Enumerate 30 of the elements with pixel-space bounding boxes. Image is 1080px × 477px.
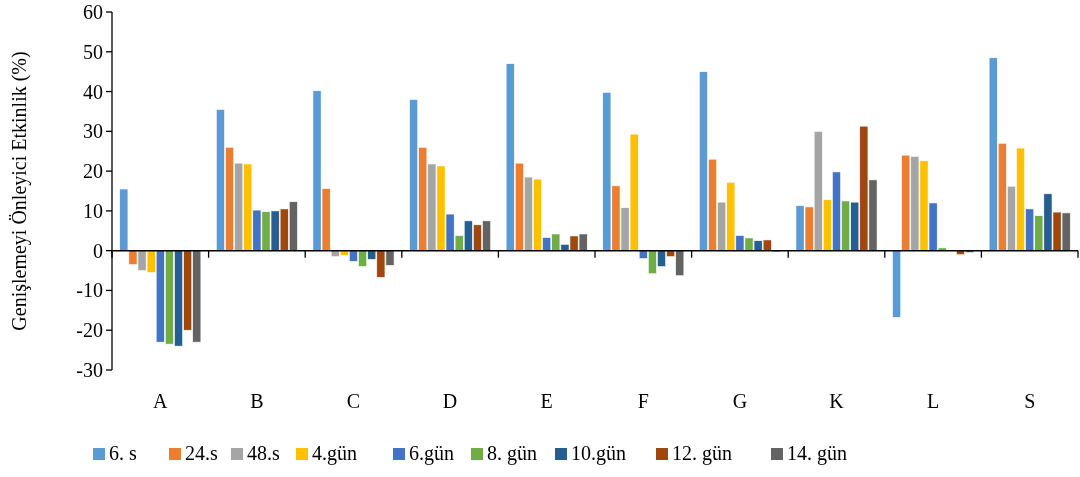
legend-label: 8. gün (487, 442, 537, 465)
x-tick-label: G (732, 390, 748, 412)
legend-label: 48.s (247, 442, 280, 464)
legend-label: 6.gün (409, 442, 454, 465)
y-tick-label: 60 (83, 1, 103, 23)
x-tick-label: S (1024, 390, 1036, 412)
y-tick-label: 50 (83, 40, 103, 63)
legend-label: 12. gün (672, 442, 732, 465)
y-tick-label: -10 (76, 279, 103, 302)
x-tick-label: D (442, 390, 458, 412)
y-tick-label: 30 (83, 120, 103, 143)
y-tick-label: 20 (83, 160, 103, 183)
x-tick-label: A (153, 390, 169, 412)
legend-label: 10.gün (571, 442, 626, 465)
x-tick-label: L (926, 390, 940, 412)
x-tick-label: K (829, 390, 845, 412)
legend-label: 24.s (185, 442, 218, 464)
x-tick-label: F (637, 390, 649, 412)
legend-label: 14. gün (787, 442, 847, 465)
y-tick-label: 10 (83, 199, 103, 222)
x-tick-label: C (346, 390, 361, 412)
y-tick-label: -20 (76, 319, 103, 342)
legend-label: 6. s (109, 442, 137, 464)
y-tick-label: 40 (83, 80, 103, 103)
y-tick-label: 0 (93, 239, 103, 262)
y-axis-title: Genişlemeyi Önleyici Etkinlik (%) (8, 51, 31, 331)
x-tick-label: B (250, 390, 264, 412)
legend-label: 4.gün (312, 442, 357, 465)
y-tick-label: -30 (76, 359, 103, 381)
x-tick-label: E (540, 390, 553, 412)
